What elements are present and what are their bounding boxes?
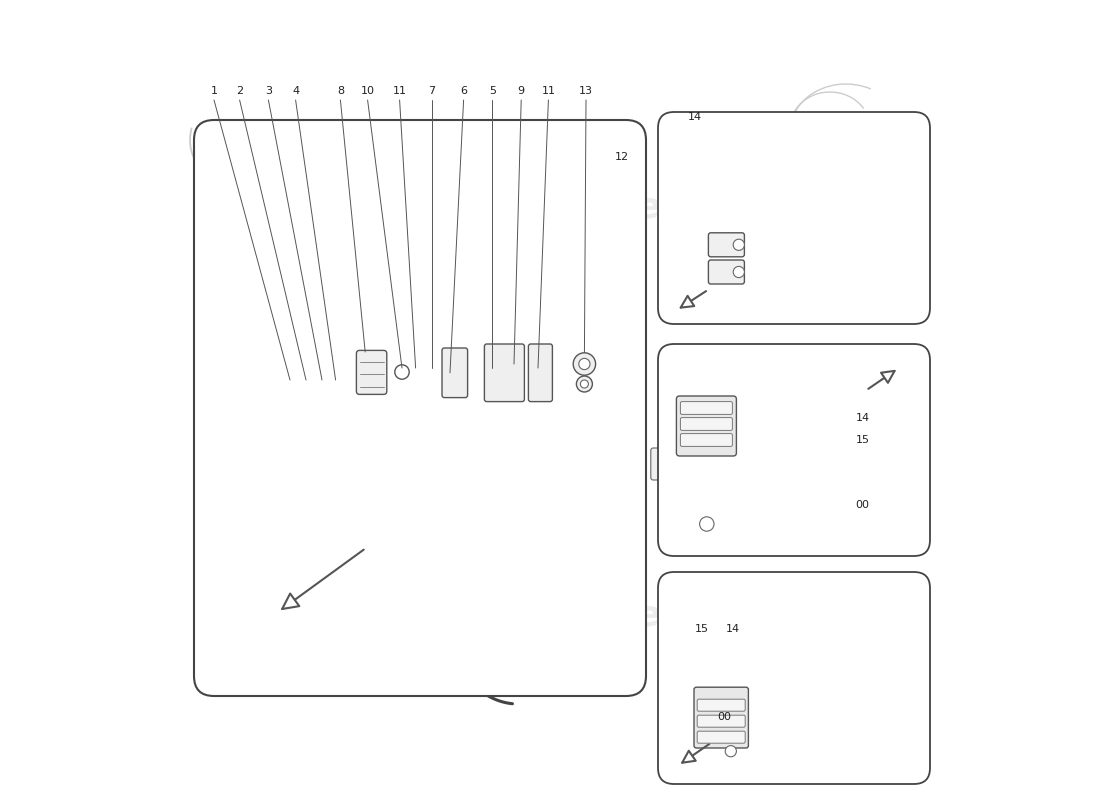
FancyBboxPatch shape <box>658 572 930 784</box>
Text: 3: 3 <box>265 86 272 96</box>
FancyBboxPatch shape <box>670 714 684 738</box>
Text: 15: 15 <box>695 624 710 634</box>
FancyBboxPatch shape <box>697 715 745 727</box>
Text: eurospares: eurospares <box>235 191 464 225</box>
Text: 15: 15 <box>856 435 870 445</box>
FancyBboxPatch shape <box>484 344 525 402</box>
FancyBboxPatch shape <box>745 448 759 480</box>
Text: 11: 11 <box>541 86 556 96</box>
Circle shape <box>507 530 537 558</box>
FancyBboxPatch shape <box>468 356 480 390</box>
FancyBboxPatch shape <box>681 402 733 414</box>
Circle shape <box>276 422 304 450</box>
Circle shape <box>579 358 590 370</box>
FancyBboxPatch shape <box>694 687 748 748</box>
Circle shape <box>581 380 589 388</box>
Text: 5: 5 <box>488 86 496 96</box>
Circle shape <box>395 365 409 379</box>
Circle shape <box>700 517 714 531</box>
Text: 8: 8 <box>337 86 344 96</box>
FancyBboxPatch shape <box>681 434 733 446</box>
Text: 10: 10 <box>361 86 375 96</box>
Text: eurospares: eurospares <box>636 191 865 225</box>
FancyBboxPatch shape <box>697 731 745 743</box>
Text: eurospares: eurospares <box>235 599 464 633</box>
Circle shape <box>725 746 736 757</box>
FancyBboxPatch shape <box>697 699 745 711</box>
Text: 14: 14 <box>725 624 739 634</box>
Circle shape <box>234 380 346 492</box>
Text: 00: 00 <box>717 712 732 722</box>
FancyBboxPatch shape <box>194 120 646 696</box>
FancyBboxPatch shape <box>658 112 930 324</box>
Text: 2: 2 <box>236 86 243 96</box>
FancyBboxPatch shape <box>669 388 745 536</box>
FancyBboxPatch shape <box>651 448 669 480</box>
Text: 14: 14 <box>856 414 870 423</box>
FancyBboxPatch shape <box>708 233 745 257</box>
Circle shape <box>576 376 593 392</box>
Text: 12: 12 <box>615 151 629 162</box>
FancyBboxPatch shape <box>430 356 442 390</box>
Circle shape <box>734 266 745 278</box>
Circle shape <box>256 402 323 470</box>
Text: 13: 13 <box>579 86 593 96</box>
Text: 7: 7 <box>428 86 436 96</box>
Text: 14: 14 <box>688 112 702 122</box>
Circle shape <box>734 239 745 250</box>
FancyBboxPatch shape <box>676 396 736 456</box>
FancyBboxPatch shape <box>442 348 468 398</box>
Text: 00: 00 <box>856 499 870 510</box>
Text: 11: 11 <box>393 86 407 96</box>
FancyBboxPatch shape <box>708 260 745 284</box>
Text: 4: 4 <box>292 86 299 96</box>
FancyBboxPatch shape <box>528 344 552 402</box>
FancyBboxPatch shape <box>777 714 789 738</box>
Text: 9: 9 <box>518 86 525 96</box>
Text: 6: 6 <box>460 86 467 96</box>
Circle shape <box>455 530 484 558</box>
Text: 1: 1 <box>210 86 218 96</box>
Circle shape <box>573 353 595 375</box>
FancyBboxPatch shape <box>475 349 484 397</box>
Text: eurospares: eurospares <box>636 599 865 633</box>
FancyBboxPatch shape <box>356 350 387 394</box>
FancyBboxPatch shape <box>684 678 777 758</box>
FancyBboxPatch shape <box>658 344 930 556</box>
FancyBboxPatch shape <box>681 418 733 430</box>
